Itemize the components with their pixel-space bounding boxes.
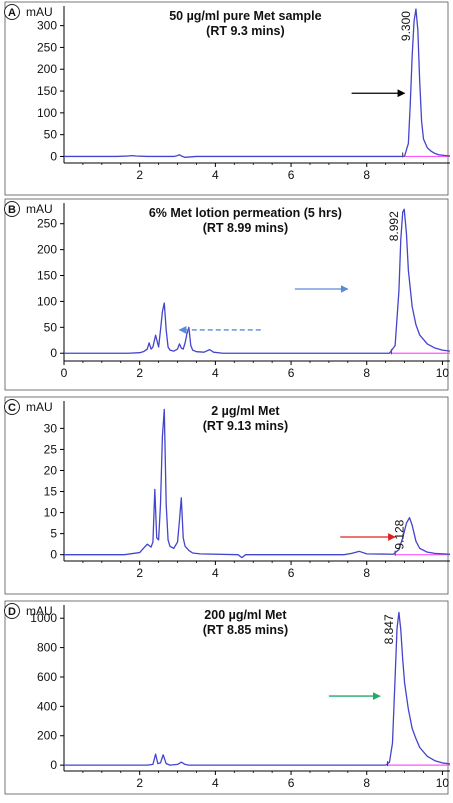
x-tick-label: 4 (212, 366, 219, 380)
peak-retention-label: 8.992 (387, 211, 401, 241)
x-tick-label: 6 (288, 366, 295, 380)
x-tick-label: 6 (288, 776, 295, 790)
y-tick-label: 800 (37, 641, 57, 655)
y-tick-label: 150 (37, 269, 57, 283)
panel-label: D (8, 606, 16, 618)
panel-frame (4, 1, 449, 196)
x-tick-label: 2 (136, 566, 143, 580)
y-axis-unit-label: mAU (26, 202, 53, 216)
x-tick-label: 8 (363, 168, 370, 182)
panel-label: C (8, 402, 16, 414)
panel-label-circle (4, 399, 20, 415)
y-tick-label: 0 (50, 758, 57, 772)
panel-label-circle (4, 603, 20, 619)
chart-subtitle: (RT 8.85 mins) (203, 623, 288, 637)
peak-retention-label: 9.300 (399, 11, 413, 41)
x-tick-label: 8 (363, 566, 370, 580)
y-tick-label: 50 (44, 128, 58, 142)
chromatogram-trace (64, 408, 451, 559)
x-tick-label: 8 (363, 366, 370, 380)
y-tick-label: 400 (37, 699, 57, 713)
panel-label-circle (4, 201, 20, 217)
chart-subtitle: (RT 9.13 mins) (203, 419, 288, 433)
y-axis-unit-label: mAU (26, 5, 53, 19)
panel-frame (4, 198, 449, 391)
x-tick-label: 2 (136, 366, 143, 380)
peak-retention-label: 9.128 (393, 519, 407, 549)
y-tick-label: 100 (37, 294, 57, 308)
x-tick-label: 4 (212, 566, 219, 580)
y-tick-label: 100 (37, 106, 57, 120)
chart-subtitle: (RT 8.99 mins) (203, 221, 288, 235)
y-tick-label: 5 (50, 527, 57, 541)
x-tick-label: 6 (288, 566, 295, 580)
y-tick-label: 200 (37, 243, 57, 257)
x-tick-label: 2 (136, 168, 143, 182)
y-tick-label: 20 (44, 463, 58, 477)
panel-label-circle (4, 4, 20, 20)
x-tick-label: 6 (288, 168, 295, 182)
x-tick-label: 8 (363, 776, 370, 790)
x-tick-label: 2 (136, 776, 143, 790)
chart-title: 50 µg/ml pure Met sample (169, 9, 321, 23)
y-tick-label: 0 (50, 149, 57, 163)
x-tick-label: 0 (61, 366, 68, 380)
x-tick-label: 10 (436, 776, 450, 790)
y-axis-unit-label: mAU (26, 400, 53, 414)
y-tick-label: 600 (37, 670, 57, 684)
y-axis-unit-label: mAU (26, 604, 53, 618)
y-tick-label: 200 (37, 729, 57, 743)
y-tick-label: 200 (37, 62, 57, 76)
y-tick-label: 150 (37, 84, 57, 98)
y-tick-label: 250 (37, 217, 57, 231)
peak-retention-label: 8.847 (382, 614, 396, 644)
panel-frame (4, 396, 449, 595)
y-tick-label: 50 (44, 320, 58, 334)
y-tick-label: 0 (50, 548, 57, 562)
chart-title: 6% Met lotion permeation (5 hrs) (149, 206, 342, 220)
y-tick-label: 250 (37, 40, 57, 54)
x-tick-label: 10 (436, 366, 450, 380)
y-tick-label: 1000 (30, 611, 57, 625)
chart-subtitle: (RT 9.3 mins) (206, 24, 285, 38)
y-tick-label: 10 (44, 506, 58, 520)
y-tick-label: 30 (44, 421, 58, 435)
y-tick-label: 15 (44, 485, 58, 499)
y-tick-label: 300 (37, 19, 57, 33)
panel-label: B (8, 204, 16, 216)
chart-title: 200 µg/ml Met (204, 608, 287, 622)
y-tick-label: 25 (44, 442, 58, 456)
chromatogram-trace (64, 611, 451, 766)
y-tick-label: 0 (50, 346, 57, 360)
x-tick-label: 4 (212, 168, 219, 182)
x-tick-label: 4 (212, 776, 219, 790)
panel-label: A (8, 7, 16, 19)
chart-title: 2 µg/ml Met (211, 404, 280, 418)
chromatogram-trace (64, 8, 451, 158)
panel-frame (4, 600, 449, 795)
